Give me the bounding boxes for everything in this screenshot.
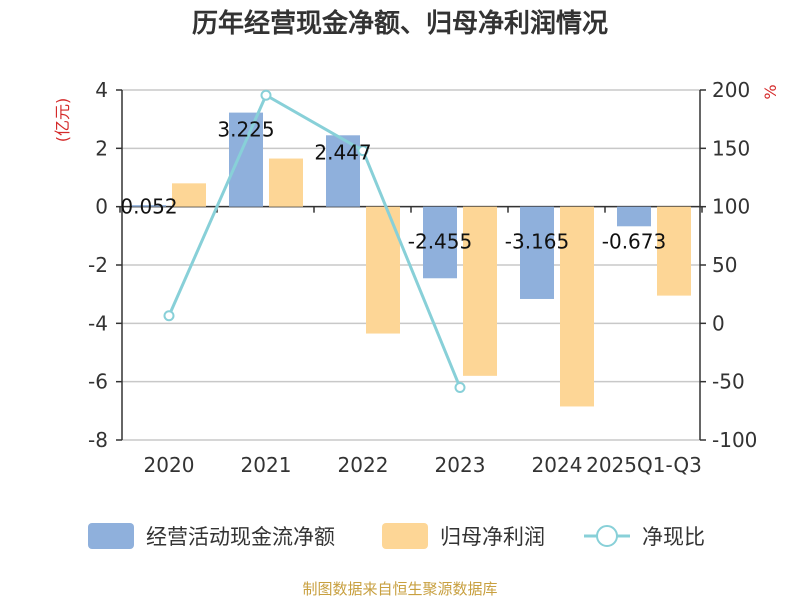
- cash-flow-data-label: 3.225: [217, 118, 274, 142]
- legend: 经营活动现金流净额 归母净利润 净现比: [88, 523, 705, 549]
- cash-flow-data-label: -0.673: [602, 230, 666, 254]
- right-tick-label: 0: [712, 311, 725, 335]
- right-tick-label: 100: [712, 195, 750, 219]
- left-tick-label: -4: [88, 311, 108, 335]
- net-profit-bar: [657, 206, 691, 296]
- left-tick-label: -8: [88, 428, 108, 452]
- cash-flow-data-label: -3.165: [505, 230, 569, 254]
- net-cash-ratio-point: [260, 89, 272, 101]
- legend-label-net-cash-ratio: 净现比: [642, 525, 705, 549]
- right-tick-label: -100: [712, 428, 757, 452]
- x-tick-label: 2022: [338, 453, 389, 477]
- legend-swatch-net-profit: [382, 523, 428, 549]
- right-tick-label: 200: [712, 78, 750, 102]
- cash-flow-bar: [617, 206, 651, 227]
- legend-swatch-cash-flow: [88, 523, 134, 549]
- cash-flow-data-label: -2.455: [408, 230, 472, 254]
- x-tick-label: 2021: [241, 453, 292, 477]
- left-tick-label: -2: [88, 253, 108, 277]
- bars: [132, 112, 691, 407]
- x-tick-label: 2025Q1-Q3: [586, 453, 702, 477]
- net-profit-bar: [560, 206, 594, 407]
- net-cash-ratio-point: [454, 382, 466, 393]
- net-profit-bar: [269, 158, 303, 207]
- left-tick-label: -6: [88, 370, 108, 394]
- net-cash-ratio-point: [357, 145, 369, 157]
- cash-flow-bar: [520, 206, 554, 299]
- left-tick-label: 4: [95, 78, 108, 102]
- axes: 4 2 0 -2 -4 -6 -8 200 150 100 50 0 -50 -100 2020 2021 20…: [88, 78, 757, 477]
- legend-swatch-net-cash-ratio-marker: [596, 525, 618, 547]
- cash-flow-bar: [229, 112, 263, 207]
- legend-label-net-profit: 归母净利润: [440, 525, 545, 549]
- cash-flow-data-label: 2.447: [314, 140, 371, 164]
- cash-flow-bar: [423, 206, 457, 279]
- x-tick-label: 2023: [435, 453, 486, 477]
- net-cash-ratio-line: [163, 89, 466, 393]
- legend-label-cash-flow: 经营活动现金流净额: [146, 525, 335, 549]
- right-axis-unit: %: [761, 84, 780, 99]
- cash-flow-bar: [132, 205, 166, 207]
- x-tick-label: 2020: [144, 453, 195, 477]
- right-tick-label: 50: [712, 253, 737, 277]
- right-tick-label: 150: [712, 136, 750, 160]
- net-cash-ratio-point: [163, 310, 175, 322]
- left-tick-label: 2: [95, 136, 108, 160]
- data-labels: 0.052 3.225 2.447 -2.455 -3.165 -0.673: [120, 118, 666, 254]
- right-tick-label: -50: [712, 370, 745, 394]
- chart-title: 历年经营现金净额、归母净利润情况: [192, 8, 608, 39]
- left-tick-label: 0: [95, 195, 108, 219]
- net-profit-bar: [172, 183, 206, 207]
- cash-flow-data-label: 0.052: [120, 195, 177, 219]
- net-cash-ratio-polyline: [167, 93, 462, 389]
- x-tick-label: 2024: [532, 453, 583, 477]
- source-note: 制图数据来自恒生聚源数据库: [302, 580, 497, 598]
- left-axis-unit: (亿元): [53, 98, 72, 143]
- net-profit-bar: [463, 206, 497, 376]
